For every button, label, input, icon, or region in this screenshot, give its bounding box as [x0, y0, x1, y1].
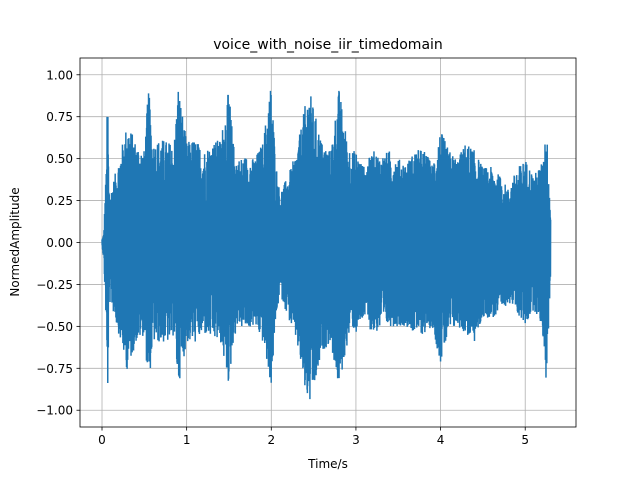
x-tick-label: 4	[437, 433, 445, 447]
y-tick-label: 1.00	[46, 68, 73, 82]
chart-title: voice_with_noise_iir_timedomain	[213, 37, 443, 53]
y-tick-label: −1.00	[36, 404, 73, 418]
x-tick-label: 1	[183, 433, 191, 447]
x-tick-label: 2	[267, 433, 275, 447]
x-tick-label: 0	[98, 433, 106, 447]
y-tick-label: 0.25	[46, 194, 73, 208]
x-axis-label: Time/s	[307, 457, 348, 471]
y-tick-label: 0.00	[46, 236, 73, 250]
x-tick-label: 3	[352, 433, 360, 447]
x-tick-label: 5	[521, 433, 529, 447]
y-tick-label: 0.75	[46, 110, 73, 124]
series-layer	[101, 90, 552, 400]
y-tick-label: −0.50	[36, 320, 73, 334]
y-tick-label: −0.75	[36, 362, 73, 376]
y-tick-label: −0.25	[36, 278, 73, 292]
y-axis: −1.00 −0.75 −0.50 −0.25 0.00 0.25 0.50 0.75 1.00	[36, 68, 80, 418]
waveform-series-line	[101, 90, 552, 400]
x-axis: 0 1 2 3 4 5	[98, 427, 529, 447]
y-axis-label: NormedAmplitude	[8, 187, 22, 296]
y-tick-label: 0.50	[46, 152, 73, 166]
